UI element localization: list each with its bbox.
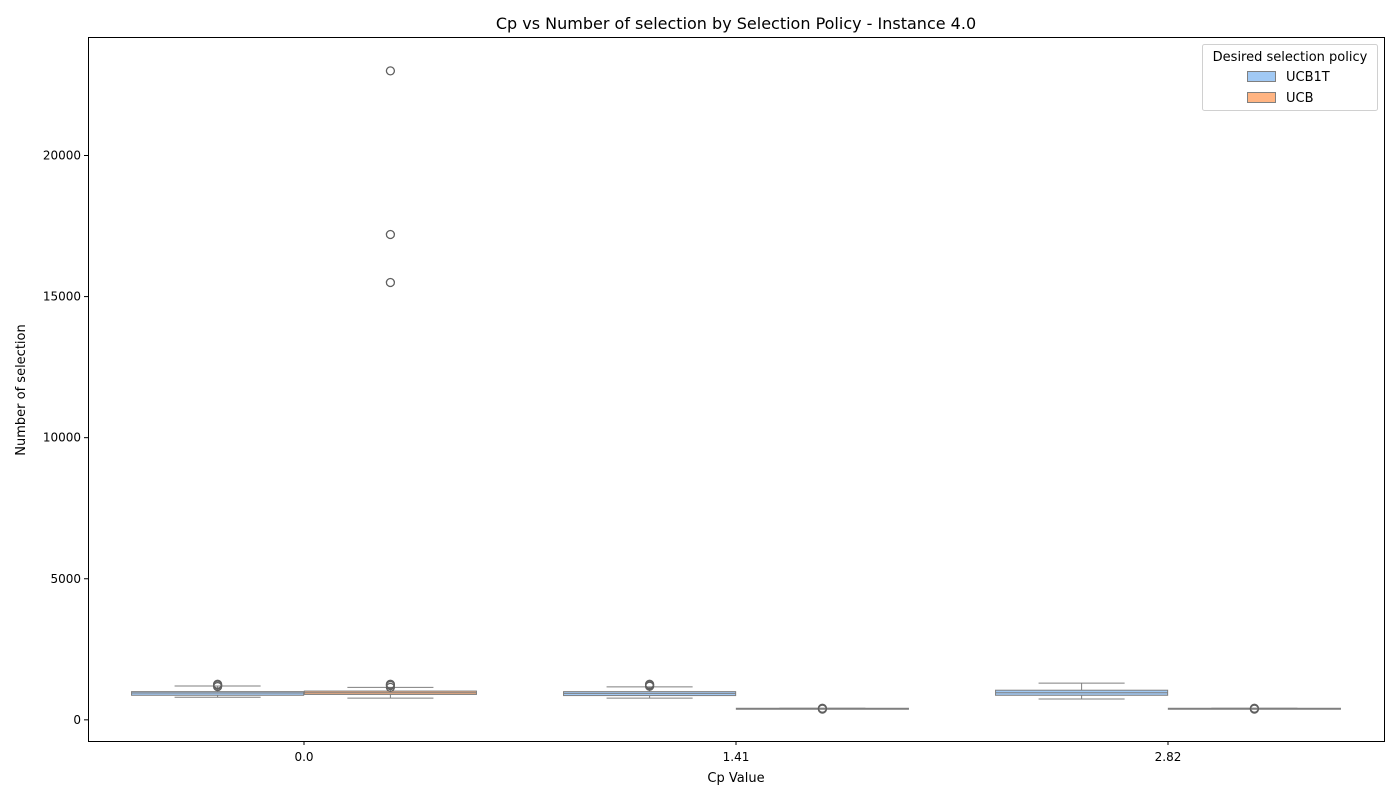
outlier-point: [385, 229, 396, 240]
legend: Desired selection policy UCB1T UCB: [1202, 44, 1378, 111]
outlier-point: [1249, 703, 1260, 713]
y-axis-label: Number of selection: [14, 324, 29, 455]
y-tick-label: 15000: [43, 290, 81, 304]
outlier-point: [212, 679, 223, 689]
legend-label-ucb: UCB: [1286, 91, 1314, 106]
box-ucb-1-41: [735, 703, 909, 714]
outlier-point: [385, 277, 396, 288]
box-ucb-0-0: [303, 66, 477, 699]
legend-entries: UCB1T UCB: [1247, 70, 1330, 106]
box-ucb-2-82: [1167, 703, 1341, 714]
box-ucb1t-2-82: [995, 682, 1169, 700]
x-tick-label: 2.82: [1155, 750, 1182, 764]
legend-frame: [1202, 44, 1378, 111]
x-axis-label: Cp Value: [707, 771, 764, 786]
outlier-point: [644, 679, 655, 689]
legend-title: Desired selection policy: [1213, 50, 1368, 65]
outlier-point: [385, 66, 396, 76]
y-axis: 0 5000 10000 15000 20000: [43, 149, 88, 727]
legend-label-ucb1t: UCB1T: [1286, 70, 1330, 85]
box-ucb1t-1-41: [563, 679, 737, 699]
box-ucb1t-0-0: [131, 679, 305, 698]
legend-swatch-ucb: [1247, 92, 1276, 103]
y-tick-label: 0: [73, 713, 81, 727]
plot-area-frame: [88, 37, 1385, 742]
legend-swatch-ucb1t: [1247, 71, 1276, 82]
outlier-point: [385, 679, 396, 689]
y-tick-label: 20000: [43, 149, 81, 163]
x-axis: 0.0 1.41 2.82: [294, 741, 1181, 764]
outlier-point: [817, 703, 828, 713]
y-tick-label: 5000: [50, 572, 81, 586]
y-tick-label: 10000: [43, 431, 81, 445]
x-tick-label: 1.41: [723, 750, 750, 764]
boxes-layer: [131, 66, 1341, 714]
chart-title: Cp vs Number of selection by Selection P…: [496, 14, 976, 33]
x-tick-label: 0.0: [294, 750, 313, 764]
